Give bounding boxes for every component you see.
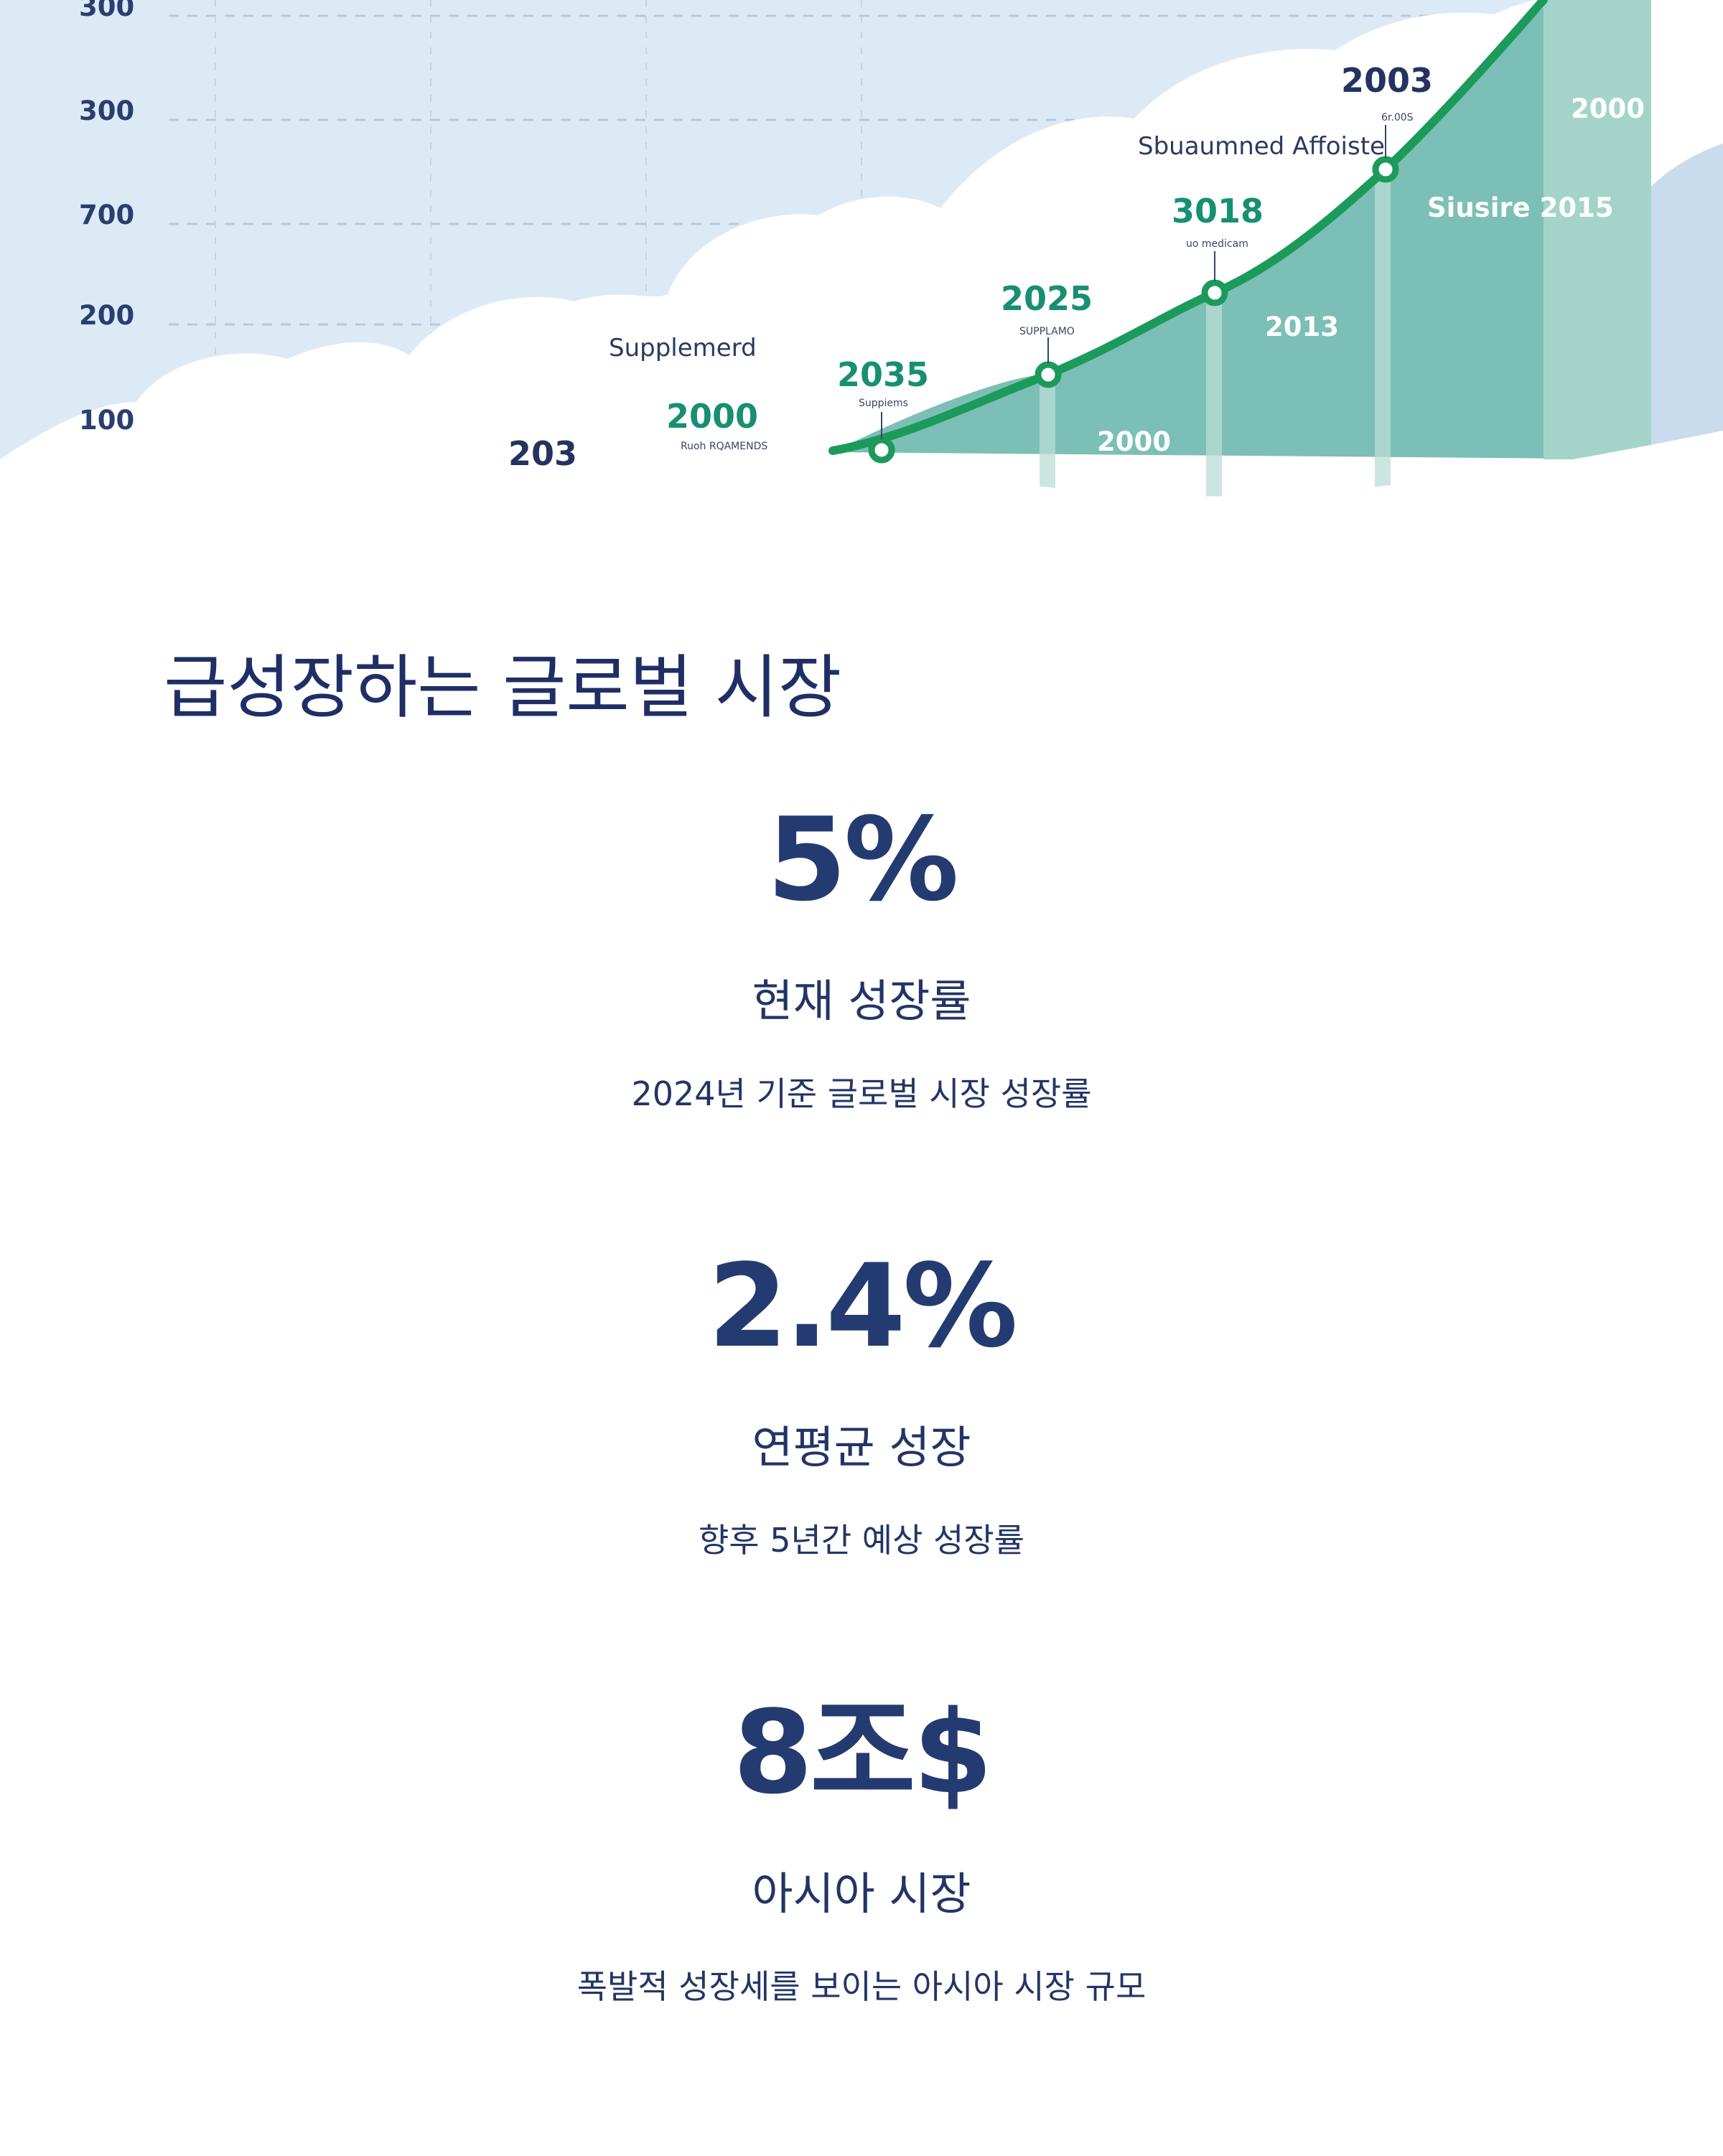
hero-area-fill bbox=[833, 0, 1651, 459]
area-bar-label: 2000 bbox=[1571, 93, 1645, 124]
stat-label: 현재 성장률 bbox=[752, 975, 971, 1027]
stat-value: 2.4% bbox=[708, 1239, 1018, 1373]
point-sub-label: Ruoh RQAMENDS bbox=[681, 441, 767, 452]
point-caption: Supplemerd bbox=[609, 334, 757, 362]
point-sub-label: SUPPLAMO bbox=[1019, 326, 1075, 337]
stat-label: 연평균 성장 bbox=[752, 1421, 971, 1473]
partial-year-label: 203 bbox=[508, 434, 577, 473]
stat-average-growth: 2.4% 연평균 성장 향후 5년간 예상 성장률 bbox=[0, 1249, 1723, 1562]
y-axis-label: 300 bbox=[79, 0, 134, 22]
stat-description: 2024년 기준 글로벌 시장 성장률 bbox=[631, 1074, 1092, 1113]
point-sub-label: Suppiems bbox=[859, 398, 908, 409]
hero-area-fill-light bbox=[1544, 0, 1651, 459]
stat-description: 폭발적 성장세를 보이는 아시아 시장 규모 bbox=[576, 1967, 1147, 2006]
point-year-label: 2003 bbox=[1341, 61, 1433, 100]
hero-bottom-wave bbox=[0, 431, 1723, 517]
stat-current-growth: 5% 현재 성장률 2024년 기준 글로벌 시장 성장률 bbox=[0, 802, 1723, 1115]
y-axis-label: 200 bbox=[79, 300, 134, 331]
stat-value: 5% bbox=[767, 792, 959, 927]
y-axis-label: 700 bbox=[79, 200, 134, 230]
y-axis-label: 100 bbox=[79, 405, 134, 436]
area-bar-label: Siusire 2015 bbox=[1427, 192, 1614, 223]
point-year-label: 2000 bbox=[666, 397, 758, 436]
area-bar-label: 2000 bbox=[1097, 426, 1171, 457]
y-axis-label: 300 bbox=[79, 95, 134, 126]
point-sub-label: uo medicam bbox=[1186, 238, 1248, 250]
hero-data-points bbox=[868, 156, 1399, 464]
hero-growth-chart-illustration: 300 300 700 200 100 203 Supplemerd 2000 … bbox=[0, 0, 1723, 517]
point-year-label: 3018 bbox=[1172, 192, 1264, 230]
point-year-label: 2035 bbox=[837, 355, 929, 394]
stat-description: 향후 5년간 예상 성장률 bbox=[698, 1521, 1024, 1560]
stat-asia-market: 8조$ 아시아 시장 폭발적 성장세를 보이는 아시아 시장 규모 bbox=[0, 1695, 1723, 2008]
hero-bars bbox=[1040, 172, 1391, 517]
area-bar-label: 2013 bbox=[1265, 311, 1339, 342]
point-sub-label: 6r.00S bbox=[1381, 112, 1414, 123]
point-year-label: 2025 bbox=[1001, 279, 1093, 318]
hero-cloud-right bbox=[1651, 144, 1723, 445]
point-caption: Sbuaumned Affoiste bbox=[1138, 132, 1385, 161]
stat-label: 아시아 시장 bbox=[752, 1867, 971, 1920]
section-title: 급성장하는 글로벌 시장 bbox=[164, 647, 842, 728]
stat-value: 8조$ bbox=[733, 1685, 993, 1819]
